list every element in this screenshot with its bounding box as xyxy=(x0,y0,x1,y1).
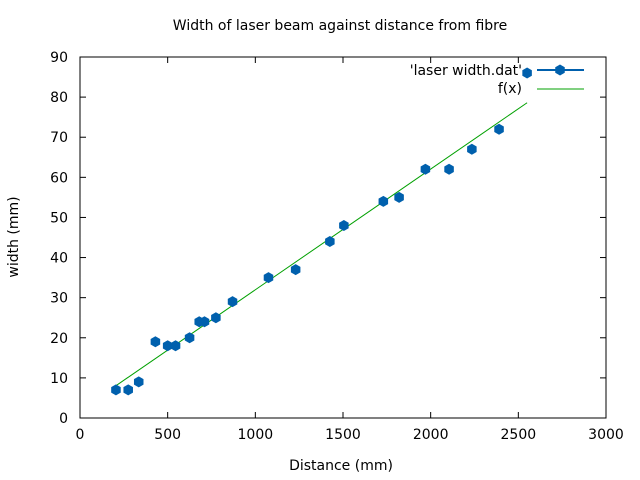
x-tick-label: 1500 xyxy=(325,427,361,443)
y-tick-label: 40 xyxy=(50,251,68,267)
data-point xyxy=(111,384,121,396)
legend-marker-data xyxy=(555,64,565,76)
y-tick-label: 60 xyxy=(50,170,68,186)
data-point xyxy=(150,336,161,348)
data-point xyxy=(184,332,195,344)
x-axis-label: Distance (mm) xyxy=(289,458,393,474)
data-point xyxy=(467,143,477,155)
data-point xyxy=(162,340,173,352)
plot-area xyxy=(111,67,532,396)
y-tick-label: 90 xyxy=(50,50,68,66)
y-axis-label: width (mm) xyxy=(6,196,22,277)
y-tick-label: 70 xyxy=(50,130,68,146)
data-point xyxy=(123,384,133,396)
data-point xyxy=(227,296,238,308)
y-tick-label: 50 xyxy=(50,210,68,226)
plot-frame xyxy=(79,56,607,419)
data-point xyxy=(339,219,349,231)
x-tick-label: 1000 xyxy=(238,427,274,443)
axis-ticks: 0 500 1000 1500 2000 2500 3000 0 10 20 30 40 50 60 70 8… xyxy=(50,50,624,443)
data-point xyxy=(263,272,274,284)
data-point xyxy=(522,67,532,79)
fit-line xyxy=(114,102,528,387)
data-point xyxy=(378,195,389,207)
x-tick-label: 2500 xyxy=(501,427,537,443)
x-tick-label: 3000 xyxy=(588,427,624,443)
x-tick-label: 2000 xyxy=(413,427,449,443)
data-point xyxy=(199,316,210,328)
data-point xyxy=(133,376,144,388)
x-tick-label: 500 xyxy=(154,427,181,443)
x-tick-label: 0 xyxy=(76,427,85,443)
legend-label-data: 'laser width.dat' xyxy=(410,63,522,79)
y-tick-label: 0 xyxy=(59,411,68,427)
data-point xyxy=(211,312,221,324)
y-tick-label: 10 xyxy=(50,371,68,387)
data-point xyxy=(444,163,454,175)
y-tick-label: 80 xyxy=(50,90,68,106)
y-tick-label: 30 xyxy=(50,291,68,307)
legend-label-fit: f(x) xyxy=(498,81,522,97)
data-point xyxy=(170,340,181,352)
legend: 'laser width.dat' f(x) xyxy=(410,63,584,97)
data-point xyxy=(290,264,301,276)
y-tick-label: 20 xyxy=(50,331,68,347)
data-point xyxy=(325,236,335,248)
data-point xyxy=(494,123,504,135)
data-point xyxy=(394,191,404,203)
data-point xyxy=(420,163,431,175)
chart-title: Width of laser beam against distance fro… xyxy=(173,18,507,34)
